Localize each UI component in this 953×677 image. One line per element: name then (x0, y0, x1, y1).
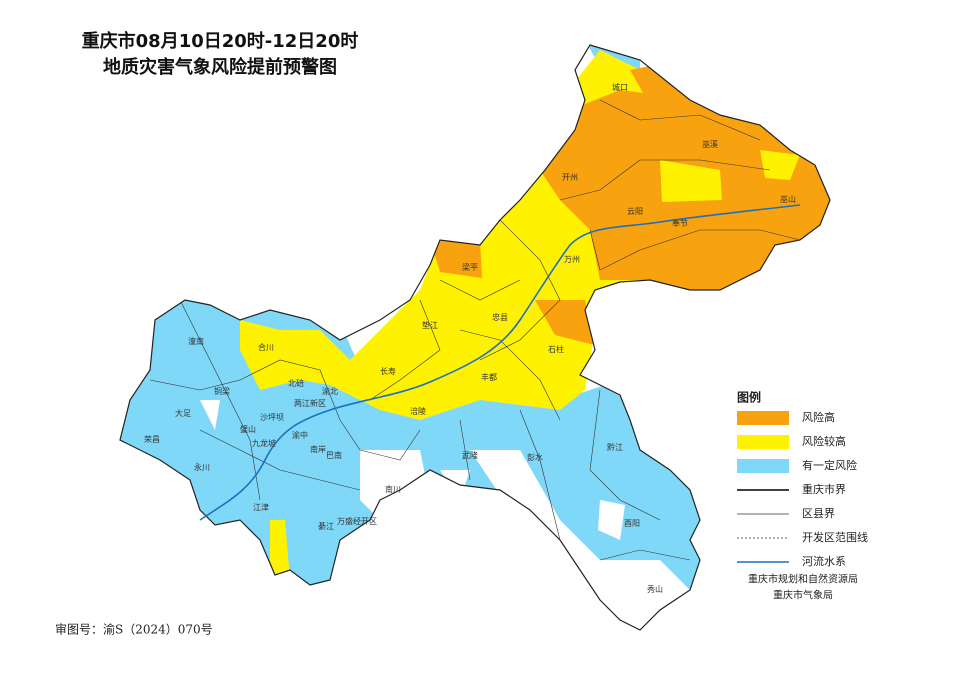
district-label: 江津 (253, 502, 269, 512)
legend-label: 重庆市界 (802, 482, 846, 496)
legend-swatch (737, 411, 789, 425)
district-label: 开州 (562, 173, 578, 182)
district-label: 涪陵 (410, 406, 426, 416)
legend-title: 图例 (737, 390, 761, 405)
district-label: 黔江 (607, 442, 623, 452)
district-label: 巫山 (780, 194, 796, 204)
legend-label: 风险较高 (802, 434, 846, 448)
legend-label: 风险高 (802, 410, 835, 424)
legend-swatch (737, 459, 789, 473)
legend: 图例 风险高风险较高有一定风险重庆市界区县界开发区范围线河流水系重庆市规划和自然… (737, 390, 868, 602)
risk-zone (760, 150, 800, 180)
district-label: 南川 (385, 484, 401, 494)
district-label: 巫溪 (702, 139, 718, 149)
risk-zone (660, 160, 722, 202)
district-label: 梁平 (462, 263, 478, 272)
risk-zone (535, 300, 595, 345)
city-border (119, 44, 831, 631)
river (199, 204, 801, 521)
district-label: 万州 (564, 255, 580, 264)
district-label: 石柱 (548, 344, 564, 354)
district-label: 南岸 (310, 444, 326, 454)
approval-number: 审图号：渝S（2024）070号 (55, 622, 213, 637)
district-label: 渝中 (292, 430, 308, 440)
district-label: 巴南 (326, 450, 342, 460)
district-label: 酉阳 (624, 519, 640, 528)
district-label: 丰都 (481, 372, 497, 382)
title-line: 地质灾害气象风险提前预警图 (103, 56, 337, 78)
legend-swatch (737, 435, 789, 449)
credit: 重庆市规划和自然资源局 (748, 573, 858, 586)
district-label: 沙坪坝 (260, 413, 284, 422)
district-label: 綦江 (318, 521, 334, 531)
district-label: 璧山 (240, 424, 256, 434)
district-label: 云阳 (627, 207, 643, 216)
district-label: 两江新区 (294, 398, 326, 408)
district-label: 万盛经开区 (337, 516, 377, 526)
district-label: 垫江 (422, 320, 438, 330)
district-label: 城口 (612, 83, 628, 92)
risk-zone (270, 520, 290, 580)
district-label: 秀山 (647, 584, 663, 594)
no-risk-area (470, 450, 700, 630)
legend-label: 河流水系 (802, 554, 846, 568)
district-label: 铜梁 (214, 386, 230, 396)
county-borders (149, 99, 801, 561)
district-label: 荣昌 (144, 434, 160, 444)
legend-label: 有一定风险 (802, 458, 857, 472)
title-line: 重庆市08月10日20时-12日20时 (82, 30, 359, 52)
district-label: 合川 (258, 342, 274, 352)
credit: 重庆市气象局 (773, 589, 833, 602)
county-lines (149, 99, 801, 561)
district-label: 潼南 (188, 336, 204, 346)
district-label: 大足 (175, 408, 191, 418)
district-label: 渝北 (322, 386, 338, 396)
district-label: 忠县 (492, 313, 508, 322)
district-label: 北碚 (288, 378, 304, 388)
legend-label: 开发区范围线 (802, 530, 868, 544)
district-label: 永川 (194, 462, 210, 472)
district-label: 奉节 (672, 218, 688, 228)
district-label: 长寿 (380, 366, 396, 376)
no-risk-area (200, 400, 220, 430)
district-label: 九龙坡 (252, 438, 276, 448)
risk-zone (430, 240, 482, 278)
district-label: 武隆 (462, 450, 478, 460)
district-label: 彭水 (527, 452, 543, 462)
legend-label: 区县界 (802, 507, 835, 520)
no-risk-area (598, 500, 625, 540)
